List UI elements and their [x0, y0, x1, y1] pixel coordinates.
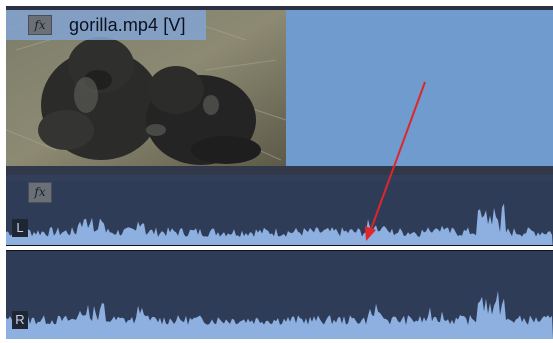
channel-label-right: R [12, 311, 28, 329]
audio-track[interactable]: fx L R [6, 175, 553, 339]
waveform-shape [6, 203, 553, 251]
volume-rubber-band[interactable] [6, 245, 553, 251]
fx-icon[interactable]: fx [28, 182, 52, 203]
channel-label-left: L [12, 219, 28, 237]
clip-name: gorilla.mp4 [V] [69, 14, 186, 35]
timeline-panel: fx gorilla.mp4 [V] fx L R [6, 6, 553, 339]
waveform-shape [6, 290, 553, 339]
waveform-right [6, 290, 553, 339]
clip-header[interactable]: fx gorilla.mp4 [V] [6, 10, 206, 40]
video-track: fx gorilla.mp4 [V] [6, 6, 553, 166]
video-clip[interactable]: fx gorilla.mp4 [V] [6, 10, 553, 166]
audio-clip-header [6, 175, 553, 181]
fx-icon[interactable]: fx [28, 15, 52, 35]
track-separator [6, 166, 553, 175]
waveform-left [6, 203, 553, 251]
